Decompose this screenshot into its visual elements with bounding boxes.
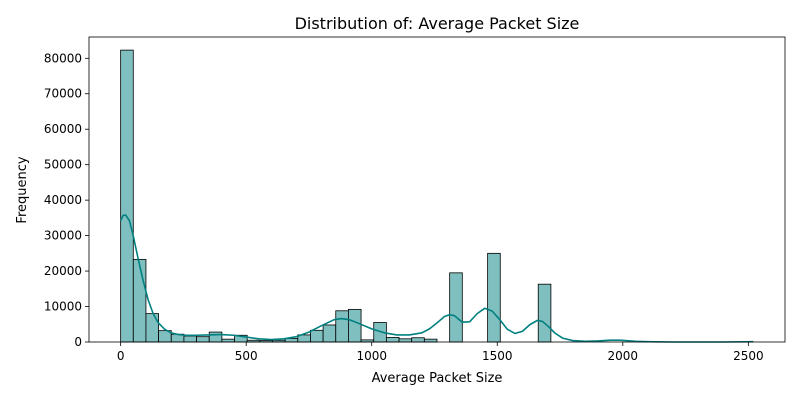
chart-title: Distribution of: Average Packet Size — [295, 14, 580, 33]
x-tick-label: 1000 — [356, 349, 387, 363]
histogram-bar — [145, 313, 159, 343]
histogram-bar — [411, 337, 425, 343]
kde-line — [119, 214, 754, 343]
histogram-bar — [208, 331, 223, 343]
y-tick-label: 0 — [74, 335, 82, 349]
histogram-bar — [310, 329, 324, 343]
y-tick-label: 30000 — [44, 229, 82, 243]
histogram-bar — [423, 338, 438, 343]
histogram-bar — [348, 308, 362, 343]
x-tick-label: 0 — [117, 349, 125, 363]
histogram-bar — [335, 310, 349, 343]
histogram-bar — [385, 336, 400, 343]
histogram-bar — [120, 49, 134, 343]
axes: 0 500 1000 1500 2000 2500 0 10000 20000 30000 4000… — [44, 36, 786, 363]
histogram-bar — [196, 336, 210, 343]
histogram-bar — [487, 252, 501, 343]
kde-curve-group — [119, 214, 754, 343]
histogram-bar — [537, 283, 552, 343]
plot-frame — [88, 36, 786, 343]
histogram-bars — [120, 49, 552, 343]
histogram-bar — [183, 335, 197, 343]
y-tick-label: 10000 — [44, 300, 82, 314]
x-tick-label: 1500 — [482, 349, 513, 363]
histogram-bar — [449, 272, 463, 343]
x-tick-label: 2500 — [733, 349, 764, 363]
x-axis-label: Average Packet Size — [372, 371, 503, 386]
y-tick-label: 20000 — [44, 264, 82, 278]
histogram-bar — [221, 338, 235, 343]
y-tick-label: 60000 — [44, 122, 82, 136]
y-axis-label: Frequency — [15, 156, 30, 223]
y-tick-label: 80000 — [44, 51, 82, 65]
y-tick-label: 50000 — [44, 158, 82, 172]
x-tick-label: 2000 — [608, 349, 639, 363]
histogram-bar — [322, 324, 337, 343]
x-tick-label: 500 — [235, 349, 258, 363]
histogram-bar — [132, 258, 147, 343]
histogram-bar — [398, 338, 413, 343]
y-tick-label: 40000 — [44, 193, 82, 207]
y-tick-label: 70000 — [44, 87, 82, 101]
